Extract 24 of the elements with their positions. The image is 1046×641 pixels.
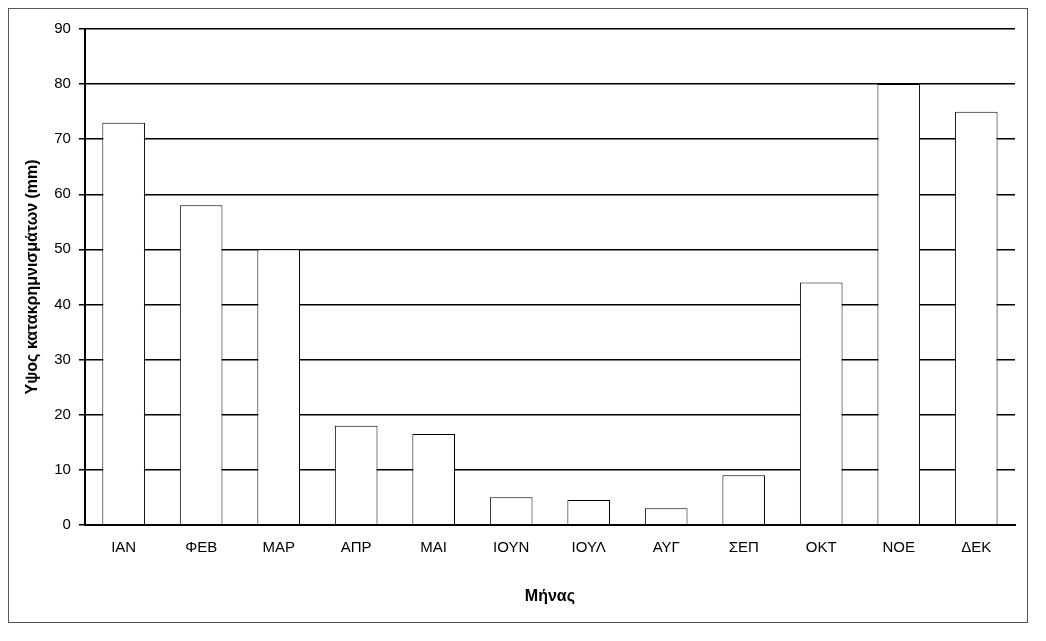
y-tick-label: 40 — [54, 294, 71, 312]
y-tick-label: 0 — [62, 514, 71, 532]
x-tick-label: ΙΟΥΛ — [571, 537, 606, 555]
y-axis-title: Υψος κατακρημνισμάτων (mm) — [23, 159, 42, 395]
y-tick-label: 70 — [54, 129, 71, 147]
x-tick-label: ΙΟΥΝ — [493, 537, 530, 555]
y-tick-label: 20 — [54, 404, 71, 422]
x-axis-title: Μήνας — [524, 586, 576, 605]
x-tick-label: ΑΥΓ — [652, 537, 680, 555]
x-tick-label: ΔΕΚ — [961, 537, 992, 555]
y-tick-label: 80 — [54, 74, 71, 92]
x-tick-label: ΟΚΤ — [805, 537, 837, 555]
x-tick-label: ΑΠΡ — [340, 537, 372, 555]
x-tick-label: ΜΑΙ — [420, 537, 448, 555]
x-tick-label: ΝΟΕ — [882, 537, 915, 555]
y-tick-label: 60 — [54, 184, 71, 202]
x-tick-label: ΙΑΝ — [111, 537, 137, 555]
x-tick-label: ΦΕΒ — [185, 537, 218, 555]
x-tick-label: ΜΑΡ — [262, 537, 295, 555]
y-tick-label: 90 — [54, 19, 71, 37]
y-tick-label: 50 — [54, 239, 71, 257]
x-tick-label: ΣΕΠ — [728, 537, 759, 555]
y-tick-label: 10 — [54, 459, 71, 477]
y-tick-label: 30 — [54, 349, 71, 367]
